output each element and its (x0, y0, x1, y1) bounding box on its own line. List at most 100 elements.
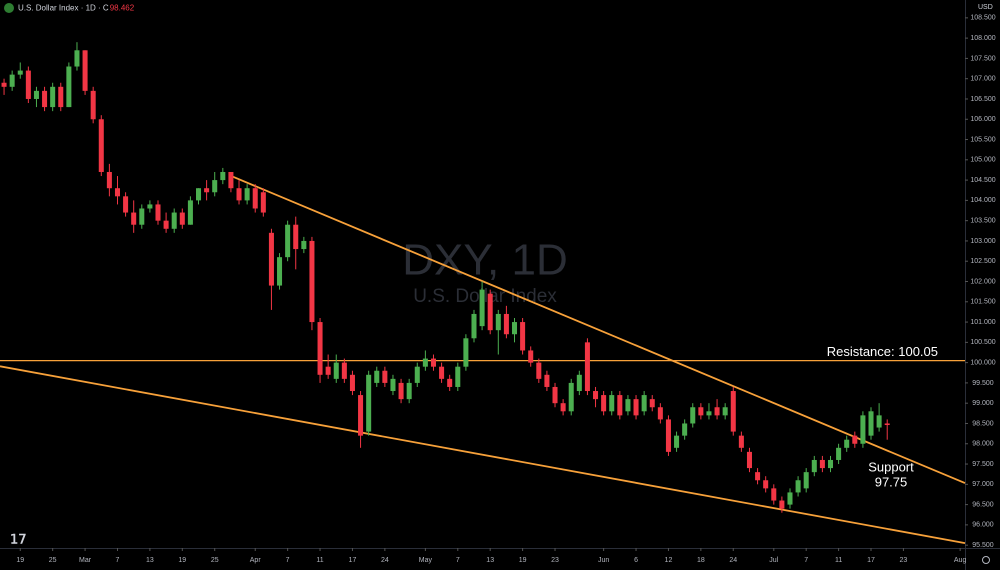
candle-body (584, 342, 590, 392)
candle-body (187, 200, 193, 225)
x-tick-label: Jun (598, 557, 609, 564)
candle-body (366, 374, 372, 432)
x-tick-label: 18 (697, 557, 705, 564)
header-close: 98.462 (110, 4, 135, 13)
candle-body (536, 362, 542, 379)
logo[interactable]: 𝟣𝟩 (10, 531, 27, 546)
x-tick-label: 6 (634, 557, 638, 564)
x-tick-label: 25 (49, 557, 57, 564)
candle-body (220, 171, 226, 181)
y-tick-label: 105.000 (970, 157, 995, 164)
candle-body (876, 415, 882, 428)
x-tick-label: 24 (381, 557, 389, 564)
header-symbol[interactable]: U.S. Dollar Index · 1D · C (18, 4, 109, 13)
candle-body (698, 407, 704, 416)
candle-body (860, 415, 866, 444)
y-tick-label: 102.000 (970, 278, 995, 285)
x-tick-label: 13 (146, 557, 154, 564)
candle-body (171, 212, 177, 229)
candle-body (285, 224, 291, 258)
candle-body (487, 293, 493, 331)
symbol-icon[interactable] (4, 3, 14, 13)
candle-body (714, 407, 720, 416)
candle-body (179, 212, 185, 225)
y-tick-label: 104.500 (970, 177, 995, 184)
candle-body (755, 472, 761, 481)
currency-label[interactable]: USD (978, 4, 993, 11)
candle-body (358, 395, 364, 436)
y-tick-label: 96.500 (972, 501, 994, 508)
candle-body (123, 196, 129, 213)
y-tick-label: 99.500 (972, 380, 994, 387)
y-tick-label: 95.500 (972, 542, 994, 549)
y-tick-label: 102.500 (970, 258, 995, 265)
candle-body (268, 232, 274, 286)
x-tick-label: 23 (551, 557, 559, 564)
candle-body (382, 370, 388, 383)
candle-body (738, 435, 744, 448)
watermark-title: DXY, 1D (402, 236, 568, 285)
x-tick-label: May (419, 557, 433, 564)
candle-body (301, 240, 307, 250)
candle-body (722, 407, 728, 416)
candle-body (244, 188, 250, 201)
candle-body (25, 70, 31, 99)
x-tick-label: 19 (178, 557, 186, 564)
candle-body (90, 90, 96, 120)
candle-body (544, 374, 550, 387)
y-tick-label: 99.000 (972, 400, 994, 407)
x-tick-label: 17 (867, 557, 875, 564)
candle-body (763, 480, 769, 489)
candle-body (811, 459, 817, 473)
x-tick-label: Apr (250, 557, 262, 564)
y-tick-label: 106.000 (970, 116, 995, 123)
x-tick-label: 19 (16, 557, 24, 564)
candle-body (309, 240, 315, 323)
candle-body (593, 391, 599, 400)
candle-body (98, 119, 104, 172)
candle-body (139, 208, 145, 225)
candle-body (520, 322, 526, 351)
y-tick-label: 107.000 (970, 76, 995, 83)
candle-body (560, 403, 566, 412)
candle-body (795, 480, 801, 493)
candle-body (163, 220, 169, 229)
y-tick-label: 97.500 (972, 461, 994, 468)
trendline (0, 365, 966, 545)
candle-body (204, 188, 210, 193)
x-tick-label: 24 (729, 557, 737, 564)
x-tick-label: 19 (519, 557, 527, 564)
candle-body (495, 313, 501, 331)
candle-body (844, 439, 850, 448)
candle-body (463, 338, 469, 367)
x-tick-label: 7 (116, 557, 120, 564)
candle-body (552, 386, 558, 404)
resistance-label: Resistance: 100.05 (827, 344, 938, 359)
x-tick-label: Jul (769, 557, 778, 564)
settings-icon[interactable] (982, 556, 990, 564)
candle-body (74, 50, 80, 67)
candle-body (430, 358, 436, 367)
candle-body (706, 411, 712, 416)
candle-body (293, 224, 299, 250)
candle-body (455, 366, 461, 387)
candle-body (195, 188, 202, 201)
candle-body (17, 70, 23, 75)
candle-body (66, 66, 72, 108)
watermark-subtitle: U.S. Dollar Index (413, 286, 557, 307)
candle-body (617, 395, 623, 416)
candle-body (665, 419, 671, 452)
candle-body (601, 395, 607, 412)
y-tick-label: 108.000 (970, 35, 995, 42)
candle-body (641, 395, 647, 412)
candle-body (33, 90, 39, 99)
candle-body (827, 459, 834, 469)
x-tick-label: 7 (286, 557, 290, 564)
y-tick-label: 96.000 (972, 522, 994, 529)
candle-body (1, 82, 7, 87)
x-tick-label: 7 (804, 557, 808, 564)
candle-body (576, 374, 582, 392)
candle-body (277, 257, 283, 286)
